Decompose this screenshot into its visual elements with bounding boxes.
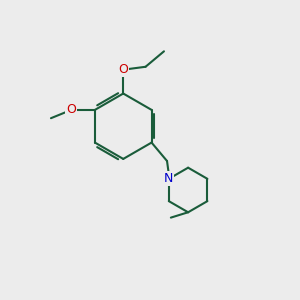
Text: O: O <box>118 63 128 76</box>
Text: O: O <box>66 103 76 116</box>
Text: N: N <box>164 172 173 185</box>
Text: N: N <box>164 172 173 185</box>
